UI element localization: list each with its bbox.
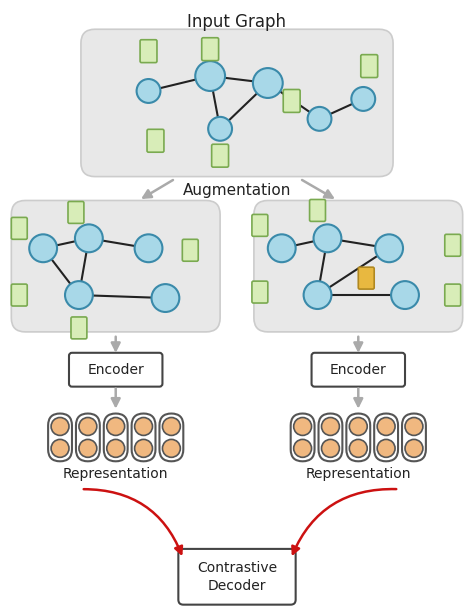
FancyBboxPatch shape: [252, 214, 268, 237]
FancyBboxPatch shape: [76, 413, 100, 461]
FancyBboxPatch shape: [445, 284, 461, 306]
Text: Encoder: Encoder: [330, 363, 387, 377]
Circle shape: [391, 281, 419, 309]
Text: Representation: Representation: [306, 468, 411, 481]
Circle shape: [65, 281, 93, 309]
Circle shape: [195, 61, 225, 91]
Circle shape: [253, 68, 283, 98]
FancyBboxPatch shape: [212, 144, 228, 167]
FancyBboxPatch shape: [159, 413, 183, 461]
Circle shape: [51, 418, 69, 436]
FancyBboxPatch shape: [358, 267, 374, 289]
Circle shape: [135, 418, 153, 436]
Circle shape: [208, 117, 232, 141]
FancyBboxPatch shape: [81, 30, 393, 177]
FancyBboxPatch shape: [71, 317, 87, 339]
Circle shape: [79, 418, 97, 436]
FancyBboxPatch shape: [252, 281, 268, 303]
Circle shape: [349, 418, 367, 436]
Circle shape: [349, 439, 367, 457]
Text: Encoder: Encoder: [87, 363, 144, 377]
Circle shape: [377, 439, 395, 457]
FancyBboxPatch shape: [140, 39, 157, 63]
Text: Augmentation: Augmentation: [183, 182, 291, 198]
Text: Representation: Representation: [63, 468, 168, 481]
Circle shape: [152, 284, 179, 312]
FancyBboxPatch shape: [310, 200, 326, 221]
Circle shape: [405, 418, 423, 436]
FancyBboxPatch shape: [374, 413, 398, 461]
FancyBboxPatch shape: [291, 413, 315, 461]
FancyBboxPatch shape: [178, 549, 296, 605]
Circle shape: [294, 439, 311, 457]
FancyBboxPatch shape: [202, 38, 219, 60]
Circle shape: [321, 439, 339, 457]
FancyBboxPatch shape: [346, 413, 370, 461]
Text: Contrastive
Decoder: Contrastive Decoder: [197, 561, 277, 593]
Circle shape: [405, 439, 423, 457]
Circle shape: [351, 87, 375, 111]
FancyBboxPatch shape: [319, 413, 342, 461]
FancyBboxPatch shape: [48, 413, 72, 461]
Circle shape: [163, 418, 180, 436]
Circle shape: [375, 234, 403, 262]
FancyBboxPatch shape: [254, 200, 463, 332]
Circle shape: [51, 439, 69, 457]
Circle shape: [377, 418, 395, 436]
Circle shape: [135, 234, 163, 262]
Circle shape: [294, 418, 311, 436]
FancyBboxPatch shape: [402, 413, 426, 461]
Circle shape: [29, 234, 57, 262]
Circle shape: [107, 439, 125, 457]
Circle shape: [308, 107, 331, 131]
Circle shape: [321, 418, 339, 436]
FancyBboxPatch shape: [68, 201, 84, 224]
FancyBboxPatch shape: [311, 353, 405, 387]
Text: Input Graph: Input Graph: [188, 14, 286, 31]
FancyBboxPatch shape: [445, 234, 461, 256]
FancyBboxPatch shape: [11, 284, 27, 306]
FancyBboxPatch shape: [11, 217, 27, 239]
Circle shape: [163, 439, 180, 457]
Circle shape: [79, 439, 97, 457]
FancyBboxPatch shape: [147, 129, 164, 152]
Circle shape: [75, 224, 103, 253]
FancyBboxPatch shape: [104, 413, 128, 461]
FancyBboxPatch shape: [182, 239, 198, 261]
FancyBboxPatch shape: [132, 413, 155, 461]
Circle shape: [107, 418, 125, 436]
FancyBboxPatch shape: [11, 200, 220, 332]
Circle shape: [268, 234, 296, 262]
Circle shape: [304, 281, 331, 309]
Circle shape: [135, 439, 153, 457]
FancyBboxPatch shape: [69, 353, 163, 387]
Circle shape: [313, 224, 341, 253]
FancyBboxPatch shape: [283, 89, 300, 112]
Circle shape: [137, 79, 161, 103]
FancyBboxPatch shape: [361, 55, 378, 78]
